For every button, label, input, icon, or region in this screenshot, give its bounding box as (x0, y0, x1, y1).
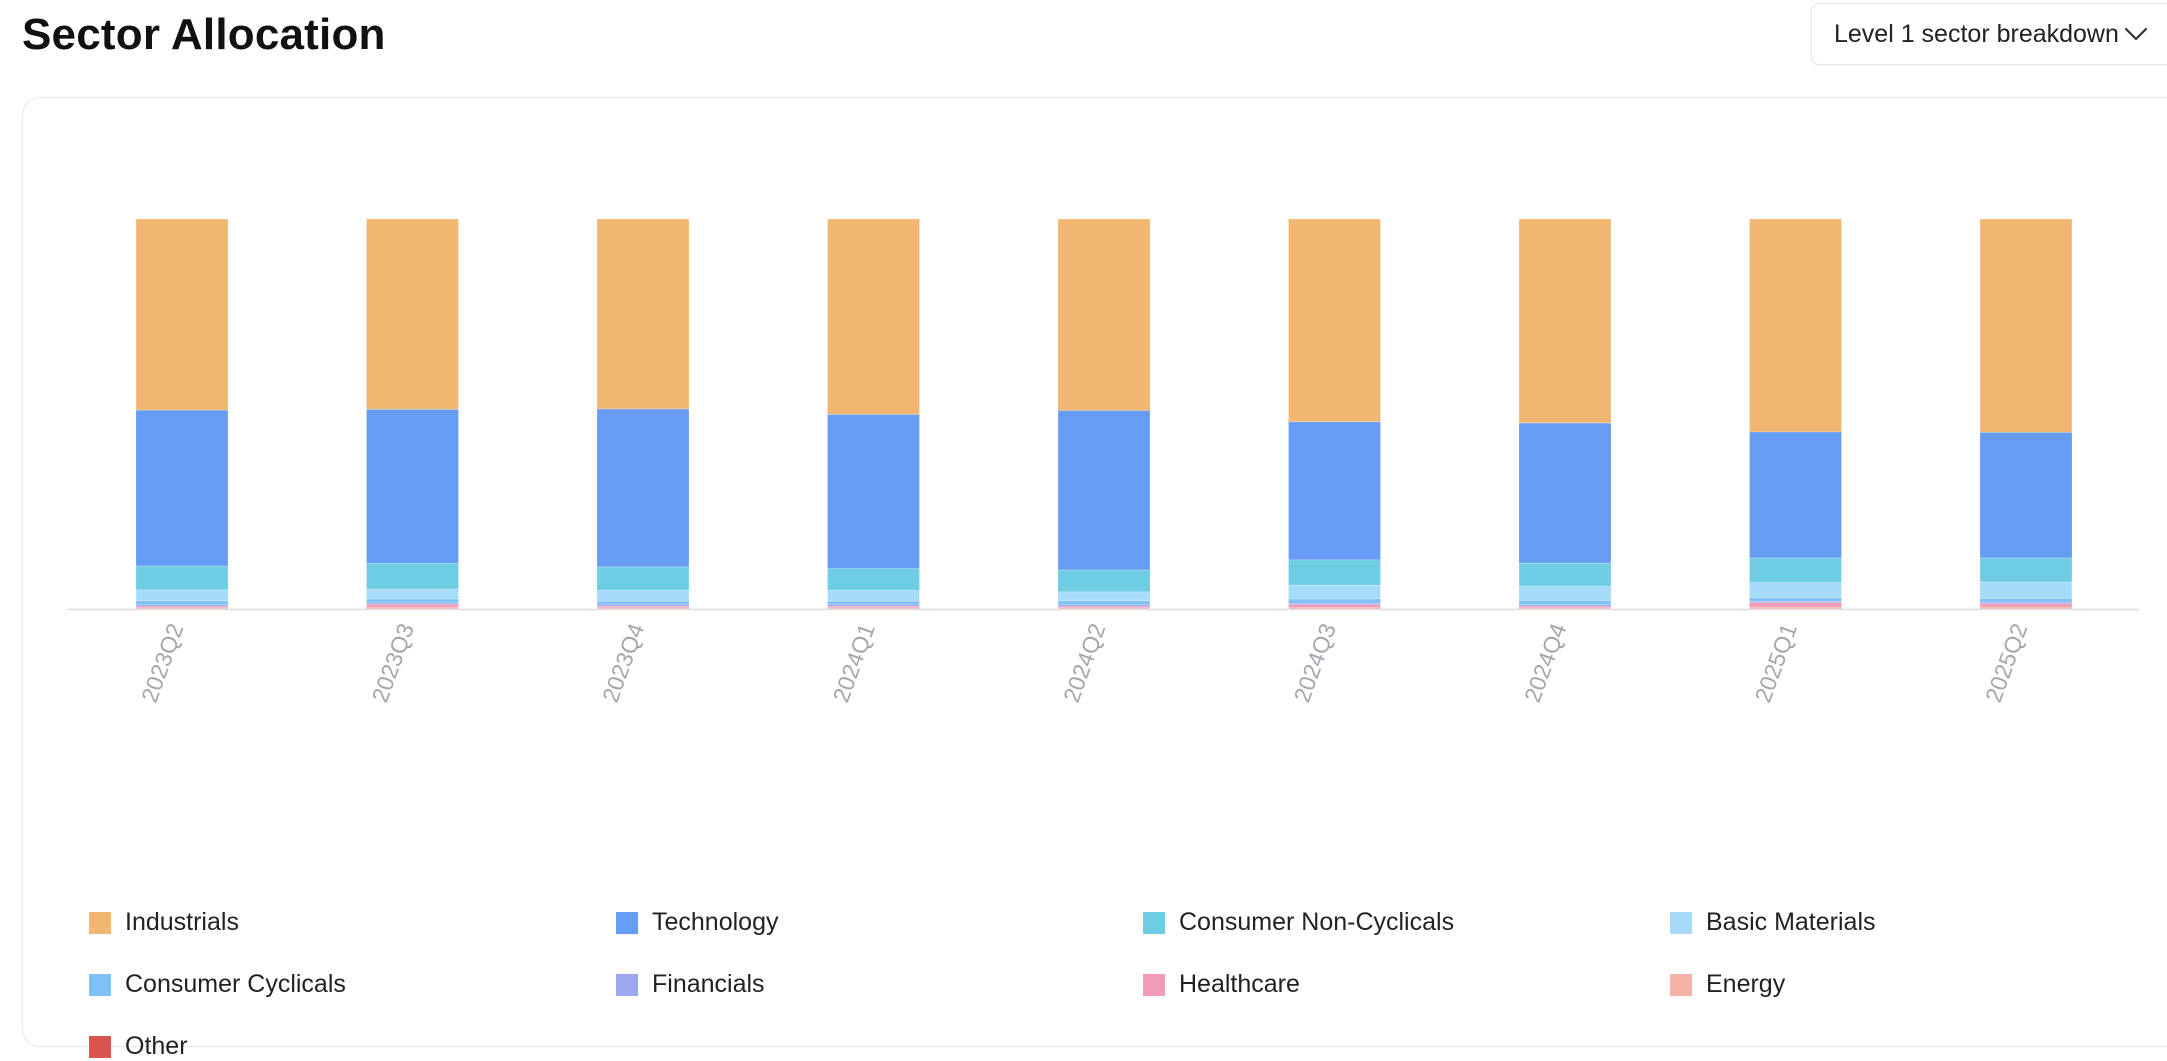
bar-segment-industrials-2024q2[interactable]: Industrials 2024Q2: 49.1% (1058, 219, 1150, 410)
bar-segment-consumer-cyclicals-2025q1[interactable]: Consumer Cyclicals 2025Q1: 0.9% (1750, 598, 1842, 602)
bar-segment-technology-2025q2[interactable]: Technology 2025Q2: 32.2% (1980, 432, 2072, 558)
bar-segment-consumer-non-cyclicals-2024q2[interactable]: Consumer Non-Cyclicals 2024Q2: 5.6% (1058, 570, 1150, 592)
dropdown-label: Level 1 sector breakdown (1834, 20, 2119, 49)
legend-swatch (616, 974, 638, 996)
bar-segment-basic-materials-2023q3[interactable]: Basic Materials 2023Q3: 2.5% (367, 589, 459, 599)
bar-segment-consumer-cyclicals-2023q3[interactable]: Consumer Cyclicals 2023Q3: 1% (367, 599, 459, 603)
page-title: Sector Allocation (22, 10, 386, 60)
sector-allocation-chart: Other 2023Q2: 0.1%Energy 2023Q2: 0.2%Hea… (23, 98, 2163, 898)
bar-segment-consumer-non-cyclicals-2024q4[interactable]: Consumer Non-Cyclicals 2024Q4: 6% (1519, 563, 1611, 586)
legend-swatch (1670, 974, 1692, 996)
bar-segment-healthcare-2024q3[interactable]: Healthcare 2024Q3: 0.7% (1289, 605, 1381, 608)
legend-label: Other (125, 1032, 188, 1061)
bar-segment-healthcare-2025q2[interactable]: Healthcare 2025Q2: 0.9% (1980, 604, 2072, 608)
legend-swatch (89, 912, 111, 934)
legend-label: Healthcare (1179, 970, 1300, 999)
bar-segment-technology-2024q2[interactable]: Technology 2024Q2: 40.9% (1058, 410, 1150, 570)
bar-segment-industrials-2023q3[interactable]: Industrials 2023Q3: 48.8% (367, 219, 459, 409)
bar-segment-basic-materials-2023q4[interactable]: Basic Materials 2023Q4: 2.8% (597, 590, 689, 601)
bar-segment-consumer-non-cyclicals-2023q3[interactable]: Consumer Non-Cyclicals 2023Q3: 6.6% (367, 563, 459, 589)
bar-segment-technology-2024q4[interactable]: Technology 2024Q4: 35.9% (1519, 423, 1611, 563)
x-tick-label: 2024Q4 (1519, 620, 1571, 706)
bar-segment-consumer-cyclicals-2024q2[interactable]: Consumer Cyclicals 2024Q2: 1% (1058, 601, 1150, 605)
legend-label: Industrials (125, 908, 239, 937)
bar-segment-consumer-cyclicals-2024q1[interactable]: Consumer Cyclicals 2024Q1: 0.9% (828, 601, 920, 605)
legend-label: Financials (652, 970, 765, 999)
chart-card: Other 2023Q2: 0.1%Energy 2023Q2: 0.2%Hea… (22, 97, 2167, 1047)
legend-swatch (1143, 912, 1165, 934)
x-tick-label: 2024Q2 (1058, 620, 1110, 706)
bar-segment-industrials-2025q1[interactable]: Industrials 2025Q1: 54.6% (1750, 219, 1842, 432)
legend-swatch (89, 1036, 111, 1058)
bar-segment-basic-materials-2025q2[interactable]: Basic Materials 2025Q2: 4.2% (1980, 582, 2072, 598)
x-tick-label: 2023Q2 (136, 620, 188, 706)
bar-segment-technology-2024q3[interactable]: Technology 2024Q3: 35.4% (1289, 422, 1381, 560)
legend-item-basic-materials[interactable]: Basic Materials (1670, 908, 1876, 937)
bar-segment-industrials-2023q4[interactable]: Industrials 2023Q4: 48.7% (597, 219, 689, 409)
bar-segment-consumer-cyclicals-2023q2[interactable]: Consumer Cyclicals 2023Q2: 1% (136, 601, 228, 605)
bar-segment-consumer-non-cyclicals-2024q3[interactable]: Consumer Non-Cyclicals 2024Q3: 6.5% (1289, 560, 1381, 585)
bar-segment-basic-materials-2024q1[interactable]: Basic Materials 2024Q1: 2.8% (828, 590, 920, 601)
bar-segment-basic-materials-2025q1[interactable]: Basic Materials 2025Q1: 3.9% (1750, 582, 1842, 597)
bar-segment-consumer-cyclicals-2024q3[interactable]: Consumer Cyclicals 2024Q3: 1.1% (1289, 599, 1381, 603)
bar-segment-technology-2023q3[interactable]: Technology 2023Q3: 39.5% (367, 409, 459, 563)
chevron-down-icon (2123, 21, 2149, 47)
legend-item-other[interactable]: Other (89, 1032, 188, 1061)
legend-label: Technology (652, 908, 778, 937)
legend-swatch (1670, 912, 1692, 934)
bar-segment-technology-2023q4[interactable]: Technology 2023Q4: 40.5% (597, 409, 689, 567)
x-tick-label: 2025Q1 (1749, 620, 1801, 706)
x-tick-label: 2025Q2 (1980, 620, 2032, 706)
bar-segment-consumer-non-cyclicals-2025q2[interactable]: Consumer Non-Cyclicals 2025Q2: 6.2% (1980, 558, 2072, 582)
legend-swatch (1143, 974, 1165, 996)
legend-swatch (616, 912, 638, 934)
bar-segment-industrials-2024q1[interactable]: Industrials 2024Q1: 50.1% (828, 219, 920, 414)
bar-segment-consumer-non-cyclicals-2023q2[interactable]: Consumer Non-Cyclicals 2023Q2: 6.1% (136, 566, 228, 590)
bar-segment-technology-2024q1[interactable]: Technology 2024Q1: 39.5% (828, 414, 920, 568)
x-tick-label: 2024Q3 (1288, 620, 1340, 706)
bar-segment-industrials-2025q2[interactable]: Industrials 2025Q2: 54.7% (1980, 219, 2072, 432)
legend-item-consumer-cyclicals[interactable]: Consumer Cyclicals (89, 970, 346, 999)
legend-label: Consumer Non-Cyclicals (1179, 908, 1454, 937)
bar-segment-consumer-non-cyclicals-2023q4[interactable]: Consumer Non-Cyclicals 2023Q4: 6% (597, 567, 689, 590)
bar-segment-consumer-cyclicals-2023q4[interactable]: Consumer Cyclicals 2023Q4: 0.9% (597, 601, 689, 605)
legend-label: Energy (1706, 970, 1785, 999)
bar-segment-basic-materials-2024q4[interactable]: Basic Materials 2024Q4: 3.6% (1519, 586, 1611, 600)
bar-segment-consumer-non-cyclicals-2024q1[interactable]: Consumer Non-Cyclicals 2024Q1: 5.6% (828, 568, 920, 590)
legend-swatch (89, 974, 111, 996)
x-tick-label: 2023Q3 (366, 620, 418, 706)
bar-segment-industrials-2023q2[interactable]: Industrials 2023Q2: 49% (136, 219, 228, 410)
bar-segment-technology-2025q1[interactable]: Technology 2025Q1: 32.3% (1750, 432, 1842, 558)
legend-item-healthcare[interactable]: Healthcare (1143, 970, 1300, 999)
bar-segment-healthcare-2025q1[interactable]: Healthcare 2025Q1: 1.1% (1750, 603, 1842, 607)
legend-item-energy[interactable]: Energy (1670, 970, 1785, 999)
bar-segment-basic-materials-2024q2[interactable]: Basic Materials 2024Q2: 2.3% (1058, 592, 1150, 601)
sector-level-dropdown[interactable]: Level 1 sector breakdown (1811, 3, 2167, 65)
legend-label: Consumer Cyclicals (125, 970, 346, 999)
bar-segment-consumer-cyclicals-2024q4[interactable]: Consumer Cyclicals 2024Q4: 1.1% (1519, 600, 1611, 604)
legend-item-financials[interactable]: Financials (616, 970, 765, 999)
x-tick-label: 2023Q4 (597, 620, 649, 706)
bar-segment-industrials-2024q3[interactable]: Industrials 2024Q3: 52% (1289, 219, 1381, 422)
legend-item-industrials[interactable]: Industrials (89, 908, 239, 937)
x-tick-label: 2024Q1 (827, 620, 879, 706)
bar-segment-technology-2023q2[interactable]: Technology 2023Q2: 40% (136, 410, 228, 566)
legend-item-consumer-non-cyclicals[interactable]: Consumer Non-Cyclicals (1143, 908, 1454, 937)
legend-item-technology[interactable]: Technology (616, 908, 778, 937)
bar-segment-consumer-non-cyclicals-2025q1[interactable]: Consumer Non-Cyclicals 2025Q1: 6.3% (1750, 558, 1842, 583)
bar-segment-basic-materials-2023q2[interactable]: Basic Materials 2023Q2: 2.8% (136, 590, 228, 601)
bar-segment-industrials-2024q4[interactable]: Industrials 2024Q4: 52.3% (1519, 219, 1611, 423)
legend-label: Basic Materials (1706, 908, 1876, 937)
bar-segment-basic-materials-2024q3[interactable]: Basic Materials 2024Q3: 3.5% (1289, 585, 1381, 599)
bar-segment-consumer-cyclicals-2025q2[interactable]: Consumer Cyclicals 2025Q2: 0.9% (1980, 598, 2072, 602)
bar-segment-healthcare-2023q3[interactable]: Healthcare 2023Q3: 0.8% (367, 604, 459, 607)
